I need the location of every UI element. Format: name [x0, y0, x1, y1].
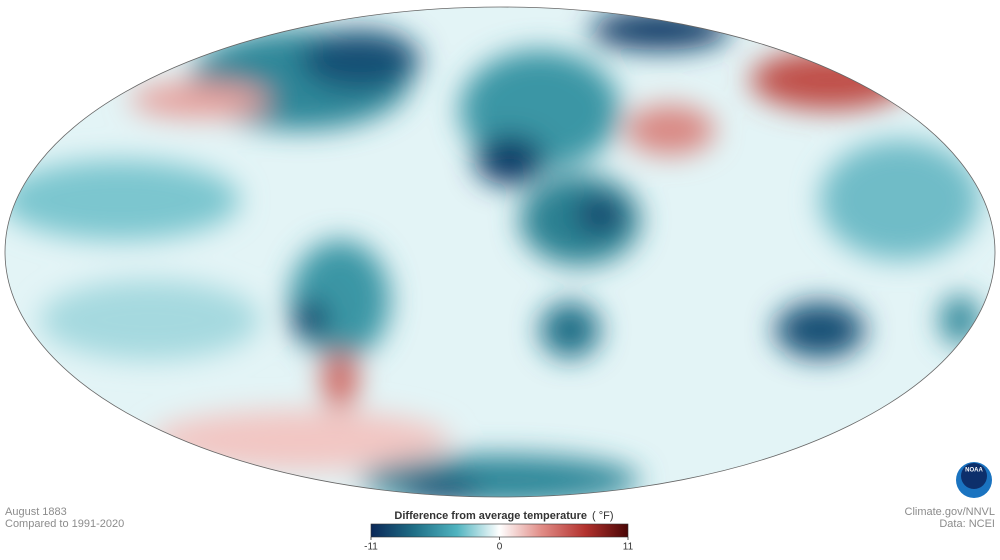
baseline: Compared to 1991-2020: [5, 518, 124, 530]
map-outline: [4, 6, 996, 498]
colorbar-unit: ( °F): [592, 510, 614, 522]
credit: Climate.gov/NNVL: [905, 506, 995, 518]
date: August 1883: [5, 506, 67, 518]
colorbar: [370, 523, 629, 538]
noaa-logo: NOAA: [956, 462, 992, 498]
logo-text: NOAA: [965, 468, 983, 474]
colorbar-tick-label: 11: [623, 542, 634, 553]
source: Data: NCEI: [939, 518, 995, 530]
colorbar-tick-label: -11: [364, 542, 378, 553]
colorbar-tick-label: 0: [497, 542, 503, 553]
colorbar-title: Difference from average temperature: [394, 510, 587, 522]
